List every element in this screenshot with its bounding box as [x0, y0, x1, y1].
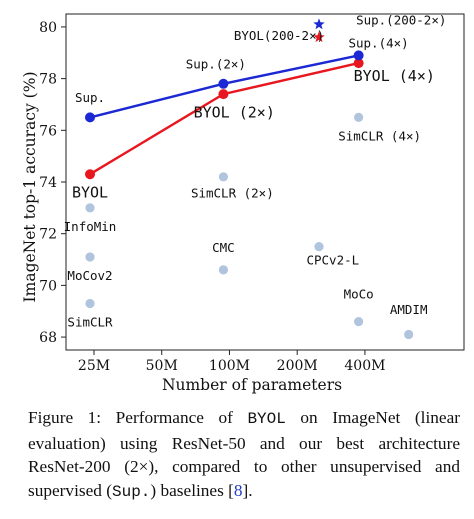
y-tick-label: 72	[39, 227, 57, 243]
star_sup-star-marker	[313, 18, 325, 30]
plot-frame	[65, 13, 465, 351]
baseline-point	[85, 298, 95, 309]
point-label: SimCLR (2×)	[191, 186, 274, 201]
point-label: AMDIM	[390, 302, 428, 317]
point-label: CPCv2-L	[306, 253, 359, 268]
chart-axes: 68 70 72 74 76 78 80 25M 50M 100M 200M 400M	[39, 13, 465, 374]
baseline-point	[404, 329, 414, 340]
y-tick-label: 76	[39, 123, 57, 139]
point-label: MoCo	[344, 286, 374, 301]
byol-point	[218, 89, 229, 100]
caption-suffix: ) baselines [	[150, 480, 234, 500]
x-tick-label: 400M	[344, 358, 385, 374]
byol-point	[353, 58, 364, 69]
y-axis-label: ImageNet top-1 accuracy (%)	[21, 72, 39, 303]
y-tick-label: 74	[39, 175, 57, 191]
x-axis-label: Number of parameters	[162, 376, 342, 394]
point-label: InfoMin	[64, 219, 117, 234]
point-label: BYOL (4×)	[354, 67, 435, 85]
chart-labels: Sup. BYOL InfoMin MoCov2 SimCLR Sup.(2×) BYOL …	[64, 12, 447, 329]
accuracy-vs-parameters-chart: 68 70 72 74 76 78 80 25M 50M 100M 200M 400M Sup. BYO…	[21, 12, 465, 394]
y-tick-label: 68	[39, 330, 57, 346]
point-label: BYOL(200-2×)	[234, 28, 324, 43]
point-label: Sup.(200-2×)	[356, 12, 446, 27]
baseline-point	[314, 242, 324, 252]
point-label: MoCov2	[67, 268, 112, 283]
point-label: SimCLR	[67, 315, 113, 330]
point-label: Sup.(4×)	[348, 36, 408, 51]
y-tick-label: 78	[39, 72, 57, 88]
baseline-point	[354, 112, 364, 122]
y-tick-label: 70	[39, 278, 57, 294]
x-tick-label: 50M	[146, 358, 178, 374]
x-tick-label: 100M	[209, 358, 250, 374]
figure-1: 68 70 72 74 76 78 80 25M 50M 100M 200M 400M Sup. BYO…	[21, 12, 465, 394]
x-tick-label: 200M	[277, 358, 318, 374]
point-label: CMC	[212, 240, 235, 255]
baseline-point	[218, 172, 229, 182]
citation-link[interactable]: 8	[233, 480, 243, 500]
baseline-point	[85, 252, 95, 262]
sup-point	[218, 78, 229, 89]
point-label: Sup.(2×)	[186, 56, 246, 71]
star_byol-star-marker	[313, 31, 325, 43]
sup-point	[85, 112, 96, 123]
caption-middle: on ImageNet (linear evaluation) using Re…	[28, 408, 460, 500]
caption-code-sup: Sup.	[112, 482, 151, 501]
chart-points	[85, 18, 414, 340]
point-label: SimCLR (4×)	[338, 129, 421, 144]
byol-point	[85, 169, 96, 180]
figure-caption: Figure 1: Performance of BYOL on ImageNe…	[28, 406, 460, 504]
point-label: BYOL (2×)	[194, 103, 275, 121]
x-tick-label: 25M	[78, 358, 110, 374]
sup-point	[353, 50, 364, 61]
point-label: BYOL	[72, 184, 108, 202]
caption-end: ].	[242, 480, 253, 500]
baseline-point	[218, 265, 229, 275]
y-tick-label: 80	[39, 20, 57, 36]
caption-code-byol: BYOL	[247, 410, 286, 428]
baseline-point	[85, 203, 95, 213]
baseline-point	[354, 316, 364, 327]
point-label: Sup.	[75, 90, 105, 105]
caption-prefix: Figure 1: Performance of	[28, 408, 248, 427]
